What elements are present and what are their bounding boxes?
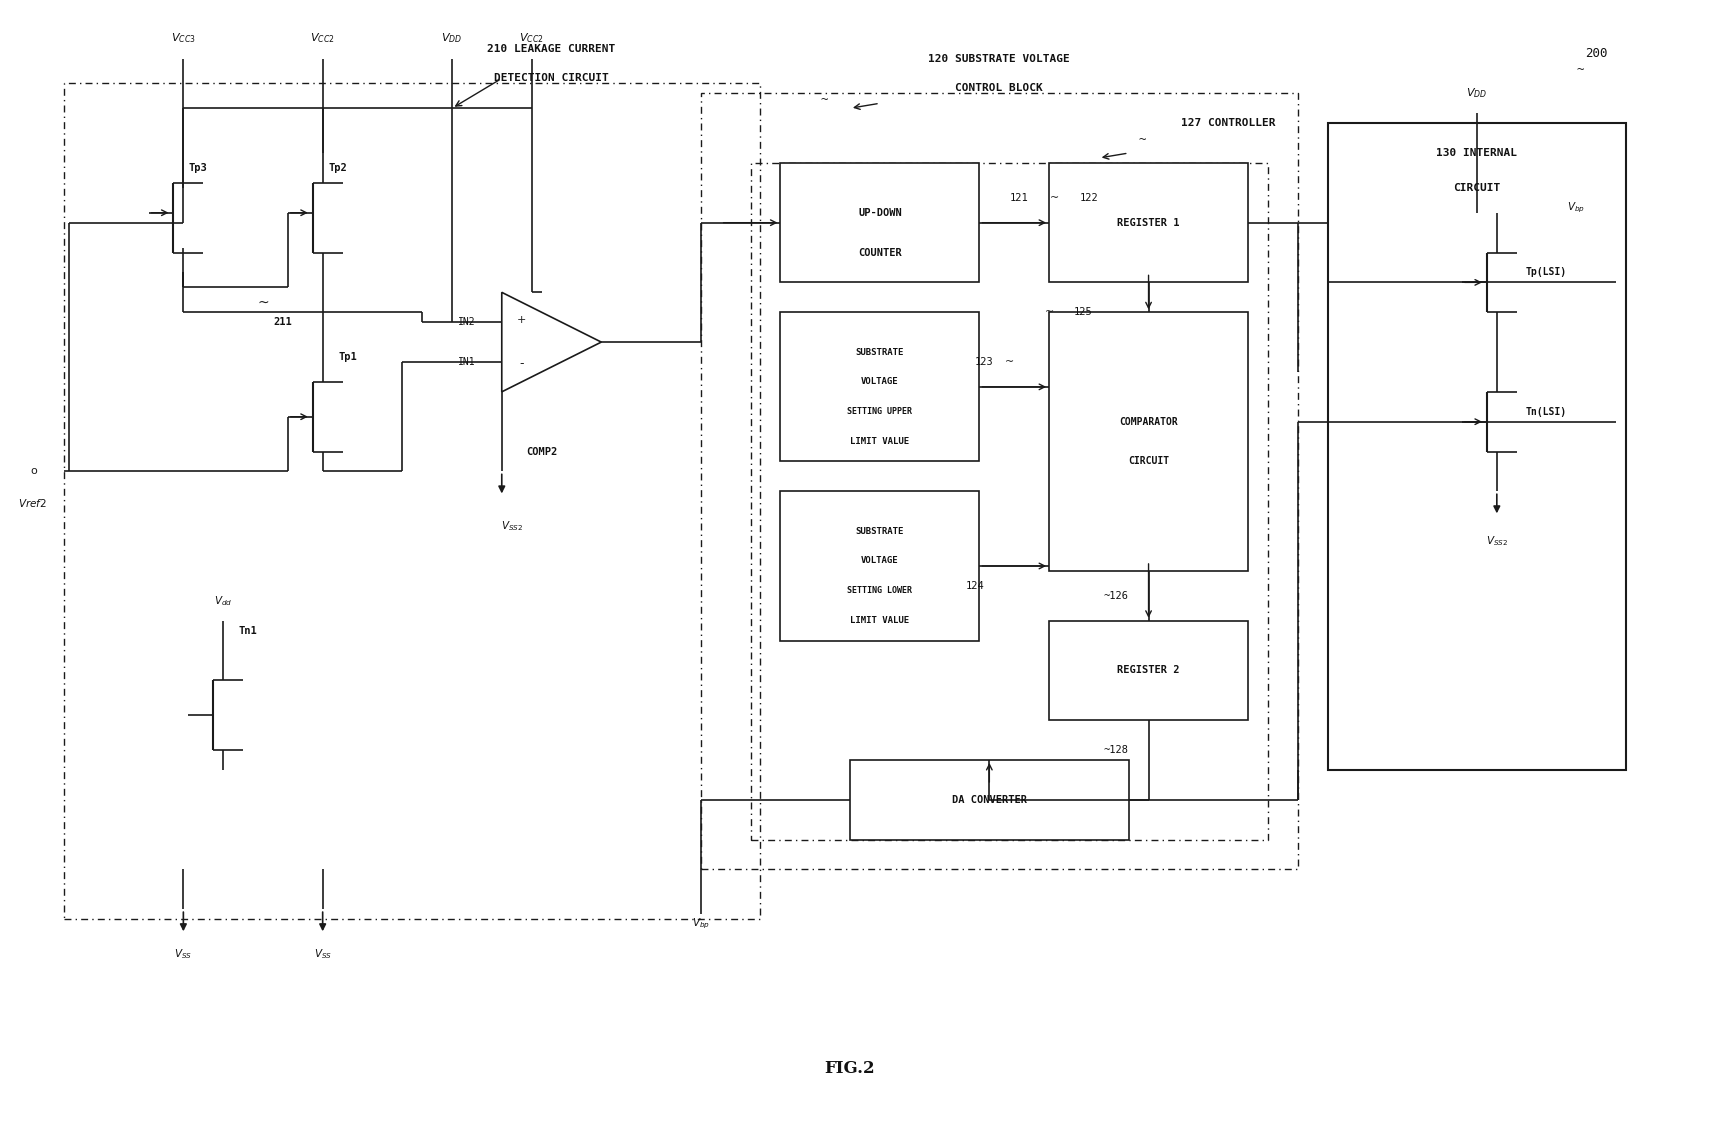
Text: ~126: ~126 (1104, 591, 1128, 601)
Bar (701, 93, 1298, 870)
Text: ~: ~ (1138, 133, 1147, 146)
Text: REGISTER 2: REGISTER 2 (1118, 666, 1180, 676)
Text: DA CONVERTER: DA CONVERTER (951, 795, 1027, 805)
Bar (64, 83, 761, 919)
Text: $V_{DD}$: $V_{DD}$ (1466, 86, 1487, 100)
Bar (1327, 123, 1626, 770)
Text: $V_{DD}$: $V_{DD}$ (441, 31, 462, 46)
Text: SETTING LOWER: SETTING LOWER (848, 586, 912, 595)
Text: CIRCUIT: CIRCUIT (1453, 183, 1501, 193)
Text: 127 CONTROLLER: 127 CONTROLLER (1181, 118, 1276, 128)
Text: 200: 200 (1585, 47, 1607, 61)
Text: $V_{SS}$: $V_{SS}$ (175, 947, 192, 961)
Text: 124: 124 (965, 581, 984, 591)
Text: +: + (517, 315, 527, 325)
Text: COMP2: COMP2 (525, 446, 558, 456)
Text: o: o (31, 466, 38, 476)
Text: Tp3: Tp3 (189, 163, 208, 173)
Text: VOLTAGE: VOLTAGE (862, 556, 898, 565)
Text: 120 SUBSTRATE VOLTAGE: 120 SUBSTRATE VOLTAGE (929, 54, 1070, 64)
Text: Tp(LSI): Tp(LSI) (1526, 268, 1568, 277)
Text: COUNTER: COUNTER (858, 248, 901, 258)
Text: ~: ~ (1004, 356, 1013, 367)
Text: ~: ~ (258, 295, 270, 309)
Text: $V_{SS}$: $V_{SS}$ (314, 947, 331, 961)
Text: Tn(LSI): Tn(LSI) (1526, 407, 1568, 417)
Bar (781, 491, 979, 640)
Text: VOLTAGE: VOLTAGE (862, 378, 898, 387)
Text: 123: 123 (975, 356, 994, 367)
Text: CIRCUIT: CIRCUIT (1128, 456, 1169, 466)
Text: COMPARATOR: COMPARATOR (1119, 417, 1178, 427)
Text: $V_{bp}$: $V_{bp}$ (692, 917, 709, 932)
Text: $V_{CC2}$: $V_{CC2}$ (311, 31, 335, 46)
Bar (781, 163, 979, 282)
Text: $V_{CC3}$: $V_{CC3}$ (172, 31, 196, 46)
Text: ~: ~ (821, 93, 828, 106)
Text: 125: 125 (1073, 307, 1092, 317)
Bar (1049, 621, 1248, 720)
Text: 130 INTERNAL: 130 INTERNAL (1437, 148, 1518, 158)
Text: Tn1: Tn1 (239, 626, 258, 636)
Text: $V_{SS2}$: $V_{SS2}$ (501, 519, 522, 534)
Text: ~: ~ (1576, 64, 1583, 76)
Text: LIMIT VALUE: LIMIT VALUE (850, 437, 910, 446)
Text: ~128: ~128 (1104, 745, 1128, 756)
Text: $V_{SS2}$: $V_{SS2}$ (1485, 535, 1508, 548)
Text: FIG.2: FIG.2 (824, 1060, 876, 1077)
Text: 210 LEAKAGE CURRENT: 210 LEAKAGE CURRENT (488, 44, 616, 54)
Text: SUBSTRATE: SUBSTRATE (855, 527, 905, 536)
Text: -: - (520, 358, 524, 370)
Bar (1049, 163, 1248, 282)
Bar (781, 313, 979, 462)
Text: CONTROL BLOCK: CONTROL BLOCK (955, 83, 1044, 93)
Text: LIMIT VALUE: LIMIT VALUE (850, 617, 910, 626)
Text: ~: ~ (1049, 193, 1059, 203)
Text: $V_{dd}$: $V_{dd}$ (215, 594, 232, 608)
Text: 122: 122 (1080, 193, 1099, 203)
Text: ~: ~ (1044, 307, 1054, 317)
Text: REGISTER 1: REGISTER 1 (1118, 217, 1180, 228)
Text: Tp1: Tp1 (338, 352, 357, 362)
Text: 211: 211 (273, 317, 292, 327)
Text: SETTING UPPER: SETTING UPPER (848, 407, 912, 416)
Text: $Vref2$: $Vref2$ (17, 498, 46, 509)
Text: 121: 121 (1010, 193, 1028, 203)
Bar (1049, 313, 1248, 571)
Text: IN2: IN2 (458, 317, 476, 327)
Text: UP-DOWN: UP-DOWN (858, 207, 901, 217)
Bar (750, 163, 1267, 840)
Text: Tp2: Tp2 (328, 163, 347, 173)
Bar (850, 760, 1128, 840)
Text: SUBSTRATE: SUBSTRATE (855, 348, 905, 356)
Text: DETECTION CIRCUIT: DETECTION CIRCUIT (494, 73, 610, 83)
Text: IN1: IN1 (458, 356, 476, 367)
Text: $V_{bp}$: $V_{bp}$ (1568, 201, 1585, 215)
Text: $V_{CC2}$: $V_{CC2}$ (519, 31, 544, 46)
